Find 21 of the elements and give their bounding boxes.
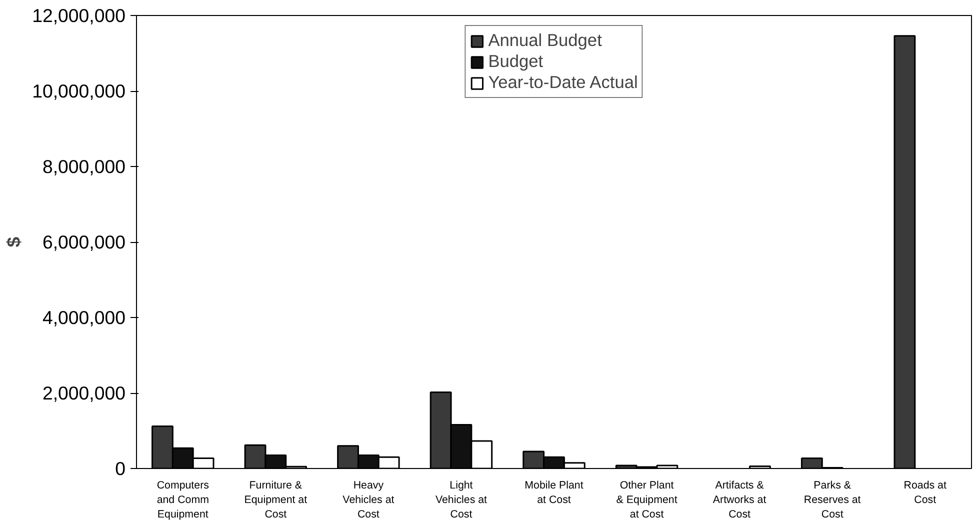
y-tick-label: 10,000,000: [32, 80, 126, 102]
x-tick-label: Mobile Plant at Cost: [524, 480, 584, 506]
x-tick-label: Other Plant & Equipment at Cost: [616, 480, 678, 520]
x-tick-label: Parks & Reserves at Cost: [804, 480, 861, 520]
y-tick-label: 2,000,000: [42, 382, 126, 404]
x-tick-label: Light Vehicles at Cost: [435, 480, 488, 520]
y-tick-label: 0: [115, 458, 126, 479]
x-tick-label: Furniture & Equipment at Cost: [244, 480, 308, 520]
legend-label: Budget: [488, 51, 544, 72]
legend-label: Annual Budget: [488, 30, 602, 51]
x-tick-label: Computers and Comm Equipment: [156, 480, 210, 520]
y-tick-label: 6,000,000: [42, 232, 126, 252]
y-axis-title: $: [3, 236, 24, 248]
y-tick-label: 4,000,000: [42, 307, 126, 328]
x-tick-label: Artifacts & Artworks at Cost: [712, 480, 766, 520]
x-tick-label: Heavy Vehicles at Cost: [342, 480, 394, 520]
x-tick-label: Roads at Cost: [904, 480, 946, 506]
y-tick-label: 12,000,000: [32, 5, 126, 26]
y-tick-label: 8,000,000: [42, 156, 126, 177]
bar: [894, 35, 916, 468]
legend-label: Year-to-Date Actual: [488, 72, 638, 93]
